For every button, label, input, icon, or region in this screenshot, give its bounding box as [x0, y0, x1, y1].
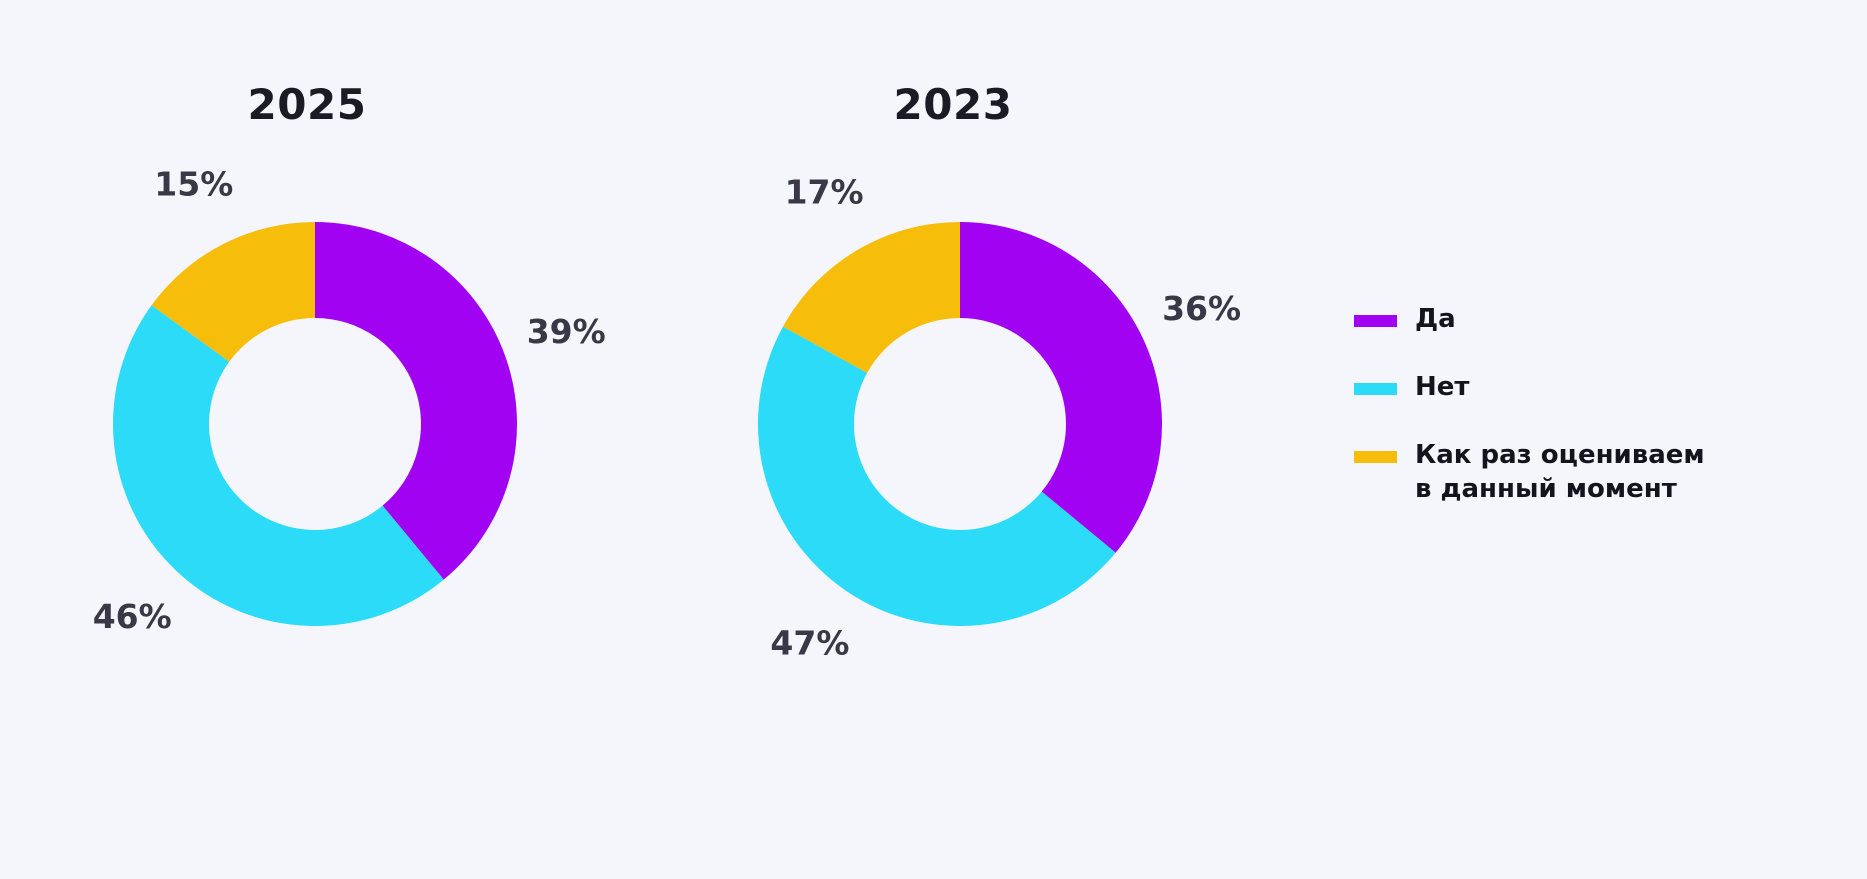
- legend: Да Нет Как раз оцениваем в данный момент: [1354, 302, 1705, 540]
- label-2023-no: 47%: [770, 623, 849, 662]
- slice-2023-yes: [960, 222, 1162, 553]
- legend-label-yes: Да: [1415, 304, 1456, 334]
- label-2025-evaluating: 15%: [154, 165, 233, 204]
- legend-label-no: Нет: [1415, 372, 1470, 402]
- legend-item-evaluating: Как раз оцениваем в данный момент: [1354, 438, 1705, 506]
- legend-item-yes: Да: [1354, 302, 1705, 336]
- chart-title-2025: 2025: [247, 80, 367, 129]
- legend-label-evaluating: Как раз оцениваем в данный момент: [1415, 440, 1705, 504]
- legend-item-no: Нет: [1354, 370, 1705, 404]
- legend-swatch-evaluating: [1354, 451, 1397, 463]
- label-2025-yes: 39%: [527, 312, 606, 351]
- label-2023-evaluating: 17%: [785, 173, 864, 212]
- slice-2023-evaluating: [782, 222, 960, 373]
- chart-title-2023: 2023: [893, 80, 1013, 129]
- slice-2025-yes: [315, 222, 517, 580]
- legend-swatch-no: [1354, 383, 1397, 395]
- slice-2025-evaluating: [151, 221, 315, 362]
- legend-swatch-yes: [1354, 315, 1397, 327]
- slice-2023-no: [757, 326, 1116, 627]
- label-2023-yes: 36%: [1162, 289, 1241, 328]
- label-2025-no: 46%: [93, 597, 172, 636]
- slice-2025-no: [112, 305, 444, 626]
